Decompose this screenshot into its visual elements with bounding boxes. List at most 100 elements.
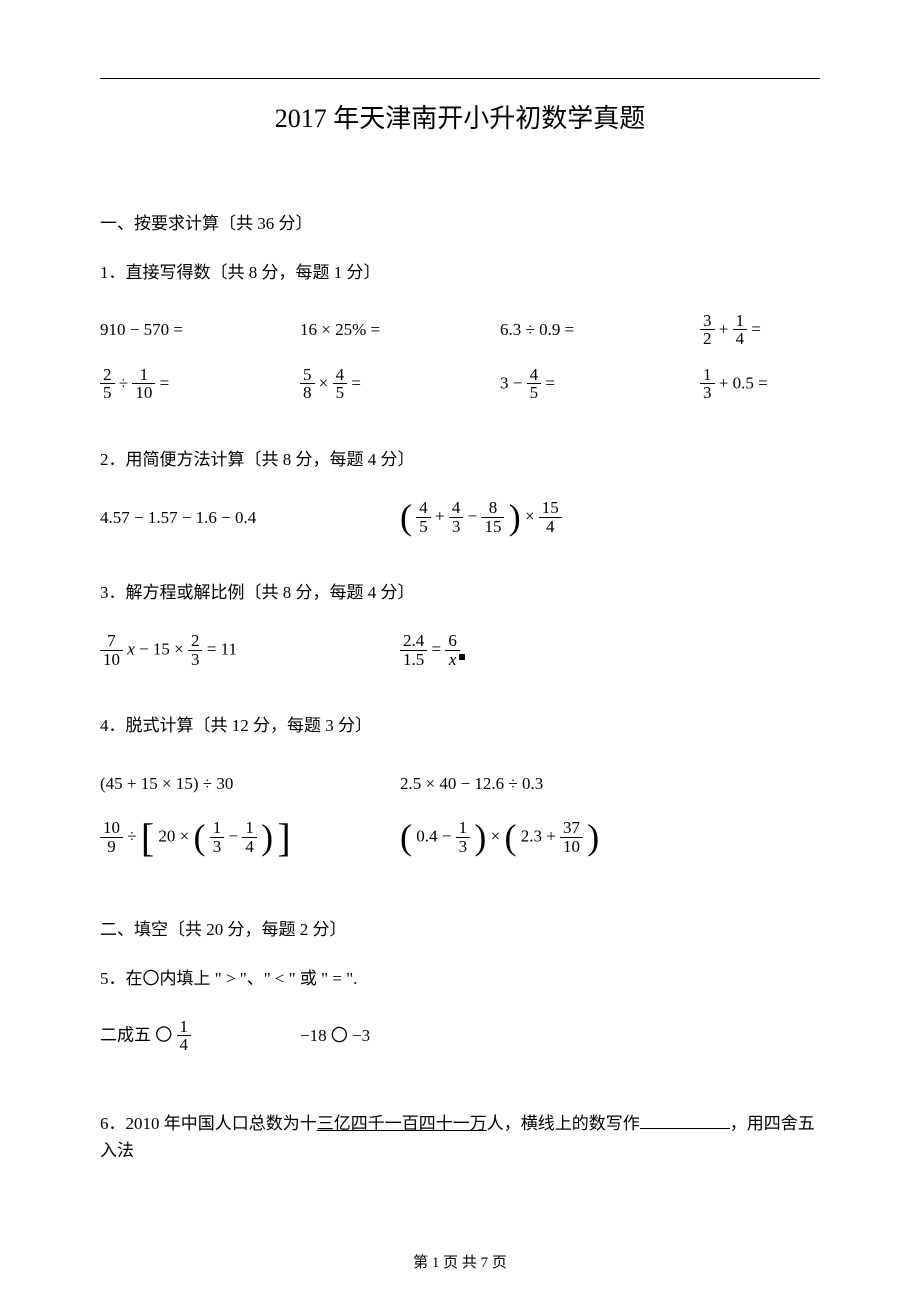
den: 4: [539, 518, 562, 536]
frac: 14: [242, 819, 257, 856]
q6-pre: 6．2010 年中国人口总数为十: [100, 1114, 317, 1133]
frac: 710: [100, 632, 123, 669]
q1-r2c1: 25 ÷ 110 =: [100, 366, 300, 403]
q2-row: 4.57 − 1.57 − 1.6 − 0.4 ( 45 + 43 − 815 …: [100, 495, 820, 539]
q4-r2p1: 109 ÷ [ 20 × ( 13 − 14 ) ]: [100, 819, 400, 856]
num: 1: [132, 366, 155, 385]
q2-label: 2．用简便方法计算〔共 8 分，每题 4 分〕: [100, 446, 820, 473]
frac: 2.41.5: [400, 632, 427, 669]
op: ×: [525, 506, 535, 525]
num: 1: [733, 312, 748, 331]
den: 4: [242, 838, 257, 856]
den: 5: [416, 518, 431, 536]
op: ÷: [526, 320, 535, 339]
den: 10: [560, 838, 583, 856]
frac: 13: [456, 819, 471, 856]
page-footer: 第 1 页 共 7 页: [0, 1251, 920, 1275]
q1-r2c3: 3 − 45 =: [500, 366, 700, 403]
q5-p2: −18 〇 −3: [300, 1022, 500, 1049]
q4-r1p1: (45 + 15 × 15) ÷ 30: [100, 770, 400, 797]
op: −: [229, 826, 239, 845]
den: 5: [527, 384, 542, 402]
q1-label: 1．直接写得数〔共 8 分，每题 1 分〕: [100, 259, 820, 286]
num: 15: [539, 499, 562, 518]
op: −: [468, 506, 478, 525]
num: 37: [560, 819, 583, 838]
q3-row: 710 x − 15 × 23 = 11 2.41.5 = 6x: [100, 628, 820, 672]
num: 1: [700, 366, 715, 385]
op: −: [139, 639, 149, 658]
num: 4: [416, 499, 431, 518]
frac: 45: [527, 366, 542, 403]
op: ÷: [119, 373, 128, 392]
v: −3: [352, 1026, 370, 1045]
q1-r2c2: 58 × 45 =: [300, 366, 500, 403]
q5-label: 5．在〇内填上 " > "、" < " 或 " = ".: [100, 965, 820, 992]
q1-row2: 25 ÷ 110 = 58 × 45 = 3 − 45 = 13 + 0.5: [100, 362, 820, 406]
v: −18: [300, 1026, 327, 1045]
q6: 6．2010 年中国人口总数为十三亿四千一百四十一万人，横线上的数写作，用四舍五…: [100, 1110, 820, 1164]
q3-p1: 710 x − 15 × 23 = 11: [100, 632, 400, 669]
q4-row2: 109 ÷ [ 20 × ( 13 − 14 ) ] ( 0.4 − 13 ) …: [100, 816, 820, 860]
v: 二成五: [100, 1025, 151, 1044]
lparen-icon: (: [504, 821, 516, 853]
q4-row1: (45 + 15 × 15) ÷ 30 2.5 × 40 − 12.6 ÷ 0.…: [100, 762, 820, 806]
den: 2: [700, 330, 715, 348]
op: ×: [321, 320, 331, 339]
frac: 14: [733, 312, 748, 349]
q6-mid: 人，横线上的数写作: [487, 1114, 640, 1133]
lparen-icon: (: [400, 501, 412, 533]
v: 11: [221, 639, 237, 658]
rparen-icon: ): [587, 821, 599, 853]
den: 3: [210, 838, 225, 856]
circle-icon: 〇: [331, 1026, 348, 1045]
num: 2: [188, 632, 203, 651]
v: 0.9: [539, 320, 560, 339]
op: ÷: [127, 826, 136, 845]
num: 4: [449, 499, 464, 518]
q1-r1c4: 32 + 14 =: [700, 312, 900, 349]
page-title: 2017 年天津南开小升初数学真题: [100, 98, 820, 140]
op: −: [442, 826, 452, 845]
v: 570: [144, 320, 170, 339]
op: +: [435, 506, 445, 525]
num: 4: [527, 366, 542, 385]
circle-icon: 〇: [155, 1025, 172, 1044]
v: 25%: [335, 320, 366, 339]
q1-r2c4: 13 + 0.5 =: [700, 366, 900, 403]
q5-row: 二成五 〇 14 −18 〇 −3: [100, 1014, 820, 1058]
rparen-icon: ): [261, 821, 273, 853]
num: 6: [445, 632, 460, 651]
num: 1: [242, 819, 257, 838]
frac: 45: [333, 366, 348, 403]
q1-r1c2: 16 × 25% =: [300, 316, 500, 343]
v: 0.4: [416, 826, 437, 845]
v: 3: [500, 373, 509, 392]
q2-p2: ( 45 + 43 − 815 ) × 154: [400, 499, 700, 536]
footer-total: 7: [481, 1255, 489, 1271]
op: ×: [491, 826, 501, 845]
eq: =: [545, 373, 555, 392]
op: ×: [174, 639, 184, 658]
frac: 13: [700, 366, 715, 403]
num: 2.4: [400, 632, 427, 651]
den: 3: [449, 518, 464, 536]
footer-pre: 第: [413, 1255, 432, 1271]
den: 10: [132, 384, 155, 402]
op: −: [130, 320, 140, 339]
frac: 43: [449, 499, 464, 536]
frac: 58: [300, 366, 315, 403]
frac: 6x: [445, 632, 460, 669]
eq: =: [351, 373, 361, 392]
num: 1: [456, 819, 471, 838]
eq: =: [371, 320, 381, 339]
var-x: x: [127, 639, 135, 658]
num: 1: [210, 819, 225, 838]
frac: 32: [700, 312, 715, 349]
q3-label: 3．解方程或解比例〔共 8 分，每题 4 分〕: [100, 579, 820, 606]
eq: =: [173, 320, 183, 339]
op: +: [719, 373, 729, 392]
section-b-heading: 二、填空〔共 20 分，每题 2 分〕: [100, 916, 820, 943]
lparen-icon: (: [400, 821, 412, 853]
section-b: 二、填空〔共 20 分，每题 2 分〕 5．在〇内填上 " > "、" < " …: [100, 916, 820, 1165]
